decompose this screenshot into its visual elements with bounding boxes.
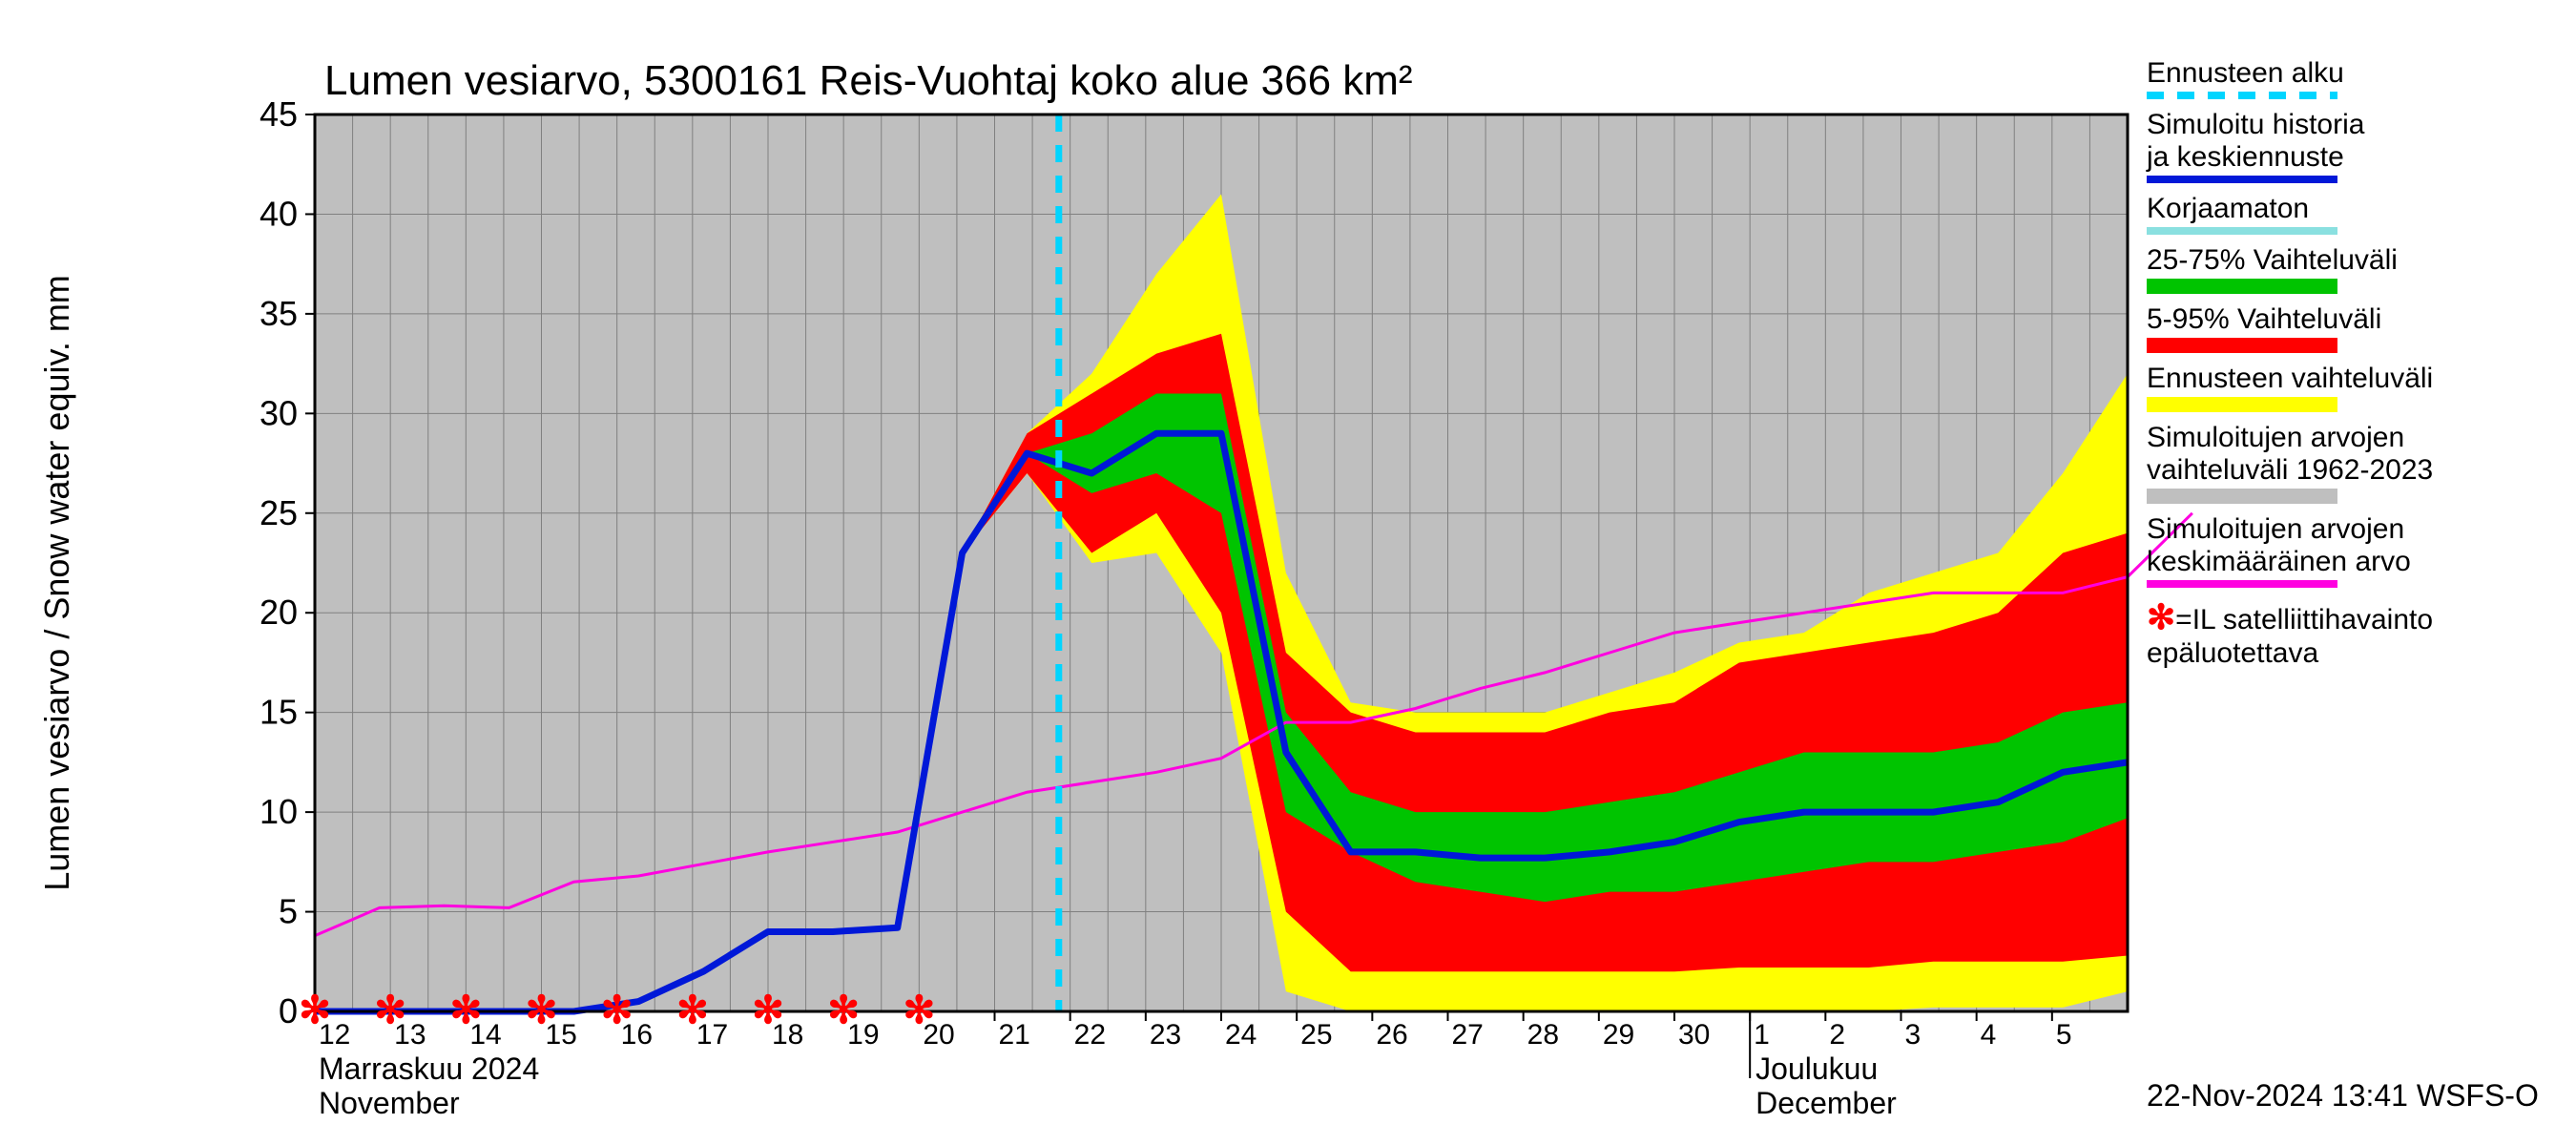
svg-text:23: 23 — [1150, 1019, 1181, 1051]
svg-text:22: 22 — [1074, 1019, 1106, 1051]
svg-text:29: 29 — [1603, 1019, 1634, 1051]
legend: Ennusteen alku Simuloitu historiaja keski… — [2147, 57, 2557, 674]
legend-label: Simuloitujen arvojenkeskimääräinen arvo — [2147, 513, 2557, 578]
svg-text:45: 45 — [260, 94, 298, 134]
svg-text:30: 30 — [1678, 1019, 1710, 1051]
svg-text:1: 1 — [1754, 1019, 1770, 1051]
svg-text:24: 24 — [1225, 1019, 1257, 1051]
svg-text:26: 26 — [1376, 1019, 1407, 1051]
legend-item: Simuloitujen arvojenkeskimääräinen arvo — [2147, 513, 2557, 588]
svg-text:2: 2 — [1829, 1019, 1845, 1051]
svg-text:21: 21 — [999, 1019, 1030, 1051]
chart-container: 0510152025303540451213141516171819202122… — [0, 0, 2576, 1145]
legend-swatch — [2147, 176, 2337, 183]
legend-label: Ennusteen vaihteluväli — [2147, 363, 2557, 395]
svg-text:5: 5 — [2056, 1019, 2072, 1051]
svg-text:✻: ✻ — [676, 989, 709, 1031]
legend-label: Ennusteen alku — [2147, 57, 2557, 90]
legend-swatch — [2147, 489, 2337, 504]
svg-text:✻: ✻ — [450, 989, 483, 1031]
svg-text:✻: ✻ — [374, 989, 406, 1031]
svg-text:0: 0 — [279, 991, 298, 1030]
svg-text:25: 25 — [1300, 1019, 1332, 1051]
svg-text:✻: ✻ — [752, 989, 784, 1031]
legend-label: 5-95% Vaihteluväli — [2147, 303, 2557, 336]
legend-item: Korjaamaton — [2147, 193, 2557, 235]
svg-text:35: 35 — [260, 294, 298, 333]
month-label-right-2: December — [1755, 1086, 1897, 1121]
asterisk-icon: ✻ — [2147, 597, 2175, 636]
svg-text:27: 27 — [1452, 1019, 1484, 1051]
svg-text:4: 4 — [1981, 1019, 1997, 1051]
svg-text:25: 25 — [260, 493, 298, 532]
legend-swatch — [2147, 397, 2337, 412]
chart-title: Lumen vesiarvo, 5300161 Reis-Vuohtaj kok… — [324, 57, 1413, 105]
svg-text:15: 15 — [260, 693, 298, 732]
svg-text:10: 10 — [260, 792, 298, 831]
legend-item: 25-75% Vaihteluväli — [2147, 244, 2557, 294]
legend-swatch — [2147, 338, 2337, 353]
svg-text:✻: ✻ — [827, 989, 860, 1031]
legend-item: Simuloitu historiaja keskiennuste — [2147, 109, 2557, 183]
svg-text:✻: ✻ — [526, 989, 558, 1031]
svg-text:40: 40 — [260, 194, 298, 233]
legend-item: Simuloitujen arvojenvaihteluväli 1962-20… — [2147, 422, 2557, 504]
legend-label: Korjaamaton — [2147, 193, 2557, 225]
legend-item: ✻=IL satelliittihavaintoepäluotettava — [2147, 597, 2557, 670]
svg-text:28: 28 — [1527, 1019, 1559, 1051]
legend-item: Ennusteen vaihteluväli — [2147, 363, 2557, 412]
svg-text:3: 3 — [1905, 1019, 1922, 1051]
svg-text:✻: ✻ — [601, 989, 634, 1031]
y-axis-label: Lumen vesiarvo / Snow water equiv. mm — [37, 275, 77, 891]
month-label-right-1: Joulukuu — [1755, 1051, 1878, 1087]
chart-footer: 22-Nov-2024 13:41 WSFS-O — [2147, 1078, 2539, 1114]
svg-text:5: 5 — [279, 892, 298, 931]
month-label-left-1: Marraskuu 2024 — [319, 1051, 539, 1087]
legend-swatch — [2147, 279, 2337, 294]
legend-label: 25-75% Vaihteluväli — [2147, 244, 2557, 277]
svg-text:✻: ✻ — [904, 989, 936, 1031]
legend-label: Simuloitujen arvojenvaihteluväli 1962-20… — [2147, 422, 2557, 487]
svg-text:✻: ✻ — [299, 989, 331, 1031]
svg-text:30: 30 — [260, 393, 298, 432]
legend-swatch — [2147, 227, 2337, 235]
legend-item: 5-95% Vaihteluväli — [2147, 303, 2557, 353]
legend-swatch — [2147, 92, 2337, 99]
legend-swatch — [2147, 580, 2337, 588]
legend-item: Ennusteen alku — [2147, 57, 2557, 99]
legend-label: Simuloitu historiaja keskiennuste — [2147, 109, 2557, 174]
svg-text:20: 20 — [260, 593, 298, 632]
month-label-left-2: November — [319, 1086, 460, 1121]
